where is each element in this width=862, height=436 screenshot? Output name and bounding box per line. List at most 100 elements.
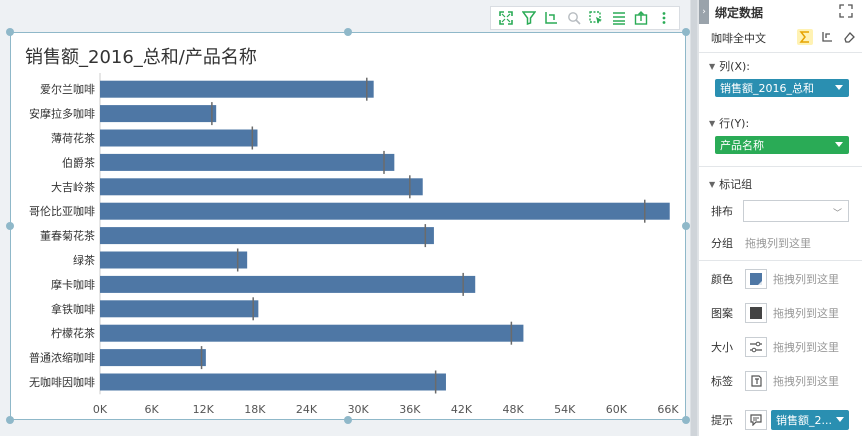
label-label: 标签 bbox=[711, 375, 733, 388]
bar bbox=[100, 153, 395, 171]
sum-icon[interactable] bbox=[797, 29, 813, 45]
list-icon[interactable] bbox=[610, 9, 628, 27]
x-tick-label: 48K bbox=[502, 403, 524, 416]
color-label: 颜色 bbox=[711, 273, 733, 286]
binding-panel: › 绑定数据 咖啡全中文 ▼ 列(X): bbox=[698, 0, 862, 436]
row-field-pill[interactable]: 产品名称 bbox=[715, 136, 849, 154]
bar bbox=[100, 202, 670, 220]
export-icon[interactable] bbox=[632, 9, 650, 27]
x-tick-label: 6K bbox=[145, 403, 160, 416]
x-tick-label: 30K bbox=[348, 403, 370, 416]
label-row: 标签 拖拽列到这里 bbox=[711, 370, 861, 392]
x-tick-label: 54K bbox=[554, 403, 576, 416]
scrollbar-thumb[interactable] bbox=[691, 0, 697, 436]
x-tick-label: 66K bbox=[657, 403, 679, 416]
pattern-row: 图案 拖拽列到这里 bbox=[711, 302, 861, 324]
divider bbox=[699, 260, 862, 261]
chart-toolbar bbox=[490, 6, 680, 30]
tooltip-row: 提示 bbox=[711, 409, 861, 431]
color-row: 颜色 拖拽列到这里 bbox=[711, 268, 861, 290]
resize-handle-bottom-center[interactable] bbox=[344, 416, 352, 424]
x-tick-label: 12K bbox=[193, 403, 215, 416]
x-tick-label: 0K bbox=[93, 403, 108, 416]
fullscreen-icon[interactable] bbox=[839, 4, 853, 21]
bar bbox=[100, 324, 524, 342]
rows-section-label[interactable]: ▼ 行(Y): bbox=[709, 115, 749, 131]
resize-handle-top-center[interactable] bbox=[344, 28, 352, 36]
chart-title: 销售额_2016_总和/产品名称 bbox=[25, 47, 257, 68]
rows-label: 行(Y): bbox=[719, 117, 750, 130]
divider bbox=[699, 52, 862, 53]
dropdown-arrow-icon[interactable] bbox=[836, 417, 844, 422]
zoom-icon[interactable] bbox=[565, 9, 583, 27]
mark-group-section-label[interactable]: ▼ 标记组 bbox=[709, 176, 752, 192]
bar bbox=[100, 80, 374, 98]
divider bbox=[699, 166, 862, 167]
label-drop-zone[interactable]: 拖拽列到这里 bbox=[773, 375, 839, 388]
resize-handle-top-right[interactable] bbox=[682, 28, 690, 36]
size-slider-icon[interactable] bbox=[745, 337, 767, 357]
row-field-name: 产品名称 bbox=[720, 139, 764, 152]
layout-select[interactable]: ﹀ bbox=[743, 200, 849, 222]
resize-handle-middle-right[interactable] bbox=[682, 222, 690, 230]
y-tick-label: 安摩拉多咖啡 bbox=[29, 107, 95, 121]
eraser-icon[interactable] bbox=[841, 29, 857, 45]
tooltip-field-pill[interactable]: 销售额_2... bbox=[771, 410, 849, 430]
y-tick-label: 柠檬花茶 bbox=[51, 326, 95, 340]
canvas-scrollbar[interactable] bbox=[690, 0, 698, 436]
group-row: 分组 拖拽列到这里 bbox=[711, 232, 861, 254]
dataset-row: 咖啡全中文 bbox=[699, 28, 862, 48]
drill-icon[interactable] bbox=[542, 9, 560, 27]
expand-icon[interactable] bbox=[497, 9, 515, 27]
x-tick-label: 60K bbox=[606, 403, 628, 416]
chevron-down-icon: ﹀ bbox=[832, 209, 842, 219]
resize-handle-middle-left[interactable] bbox=[6, 222, 14, 230]
collapse-panel-icon[interactable]: › bbox=[699, 0, 709, 24]
select-icon[interactable] bbox=[587, 9, 605, 27]
tooltip-icon[interactable] bbox=[745, 410, 767, 430]
size-row: 大小 拖拽列到这里 bbox=[711, 336, 861, 358]
panel-header: › 绑定数据 bbox=[699, 0, 862, 24]
y-tick-label: 爱尔兰咖啡 bbox=[40, 82, 95, 96]
filter-icon[interactable] bbox=[520, 9, 538, 27]
y-tick-label: 普通浓缩咖啡 bbox=[29, 351, 95, 365]
resize-handle-bottom-right[interactable] bbox=[682, 416, 690, 424]
resize-handle-bottom-left[interactable] bbox=[6, 416, 14, 424]
group-drop-zone[interactable]: 拖拽列到这里 bbox=[745, 237, 811, 250]
size-drop-zone[interactable]: 拖拽列到这里 bbox=[773, 341, 839, 354]
resize-handle-top-left[interactable] bbox=[6, 28, 14, 36]
pattern-label: 图案 bbox=[711, 307, 733, 320]
layout-row: 排布 bbox=[711, 200, 861, 222]
bar bbox=[100, 178, 423, 196]
dataset-name[interactable]: 咖啡全中文 bbox=[711, 32, 766, 45]
y-tick-label: 大吉岭茶 bbox=[51, 180, 95, 194]
column-field-pill[interactable]: 销售额_2016_总和 bbox=[715, 79, 849, 97]
x-tick-label: 24K bbox=[296, 403, 318, 416]
color-drop-zone[interactable]: 拖拽列到这里 bbox=[773, 273, 839, 286]
columns-section-label[interactable]: ▼ 列(X): bbox=[709, 58, 750, 74]
x-tick-label: 36K bbox=[399, 403, 421, 416]
y-tick-label: 无咖啡因咖啡 bbox=[29, 375, 95, 389]
x-tick-label: 42K bbox=[451, 403, 473, 416]
y-tick-label: 摩卡咖啡 bbox=[51, 277, 95, 291]
pattern-drop-zone[interactable]: 拖拽列到这里 bbox=[773, 307, 839, 320]
chevron-down-icon: ▼ bbox=[709, 61, 716, 71]
text-label-icon[interactable] bbox=[745, 371, 767, 391]
y-tick-label: 绿茶 bbox=[73, 253, 95, 267]
dropdown-arrow-icon[interactable] bbox=[835, 142, 843, 147]
pattern-swatch-button[interactable] bbox=[745, 303, 767, 323]
color-swatch-button[interactable] bbox=[745, 269, 767, 289]
bar bbox=[100, 227, 434, 245]
dropdown-arrow-icon[interactable] bbox=[835, 85, 843, 90]
chart-card[interactable]: 销售额_2016_总和/产品名称 爱尔兰咖啡 安摩拉多咖啡 薄荷花茶 伯爵茶 大吉岭茶哥… bbox=[10, 32, 686, 420]
bar bbox=[100, 251, 248, 269]
more-icon[interactable] bbox=[655, 9, 673, 27]
bar bbox=[100, 105, 217, 123]
tooltip-label: 提示 bbox=[711, 414, 733, 427]
y-tick-label: 董春菊花茶 bbox=[40, 230, 95, 243]
axis-icon[interactable] bbox=[819, 29, 835, 45]
y-tick-label: 拿铁咖啡 bbox=[51, 302, 95, 316]
chevron-down-icon: ▼ bbox=[709, 118, 716, 128]
chevron-down-icon: ▼ bbox=[709, 179, 716, 189]
